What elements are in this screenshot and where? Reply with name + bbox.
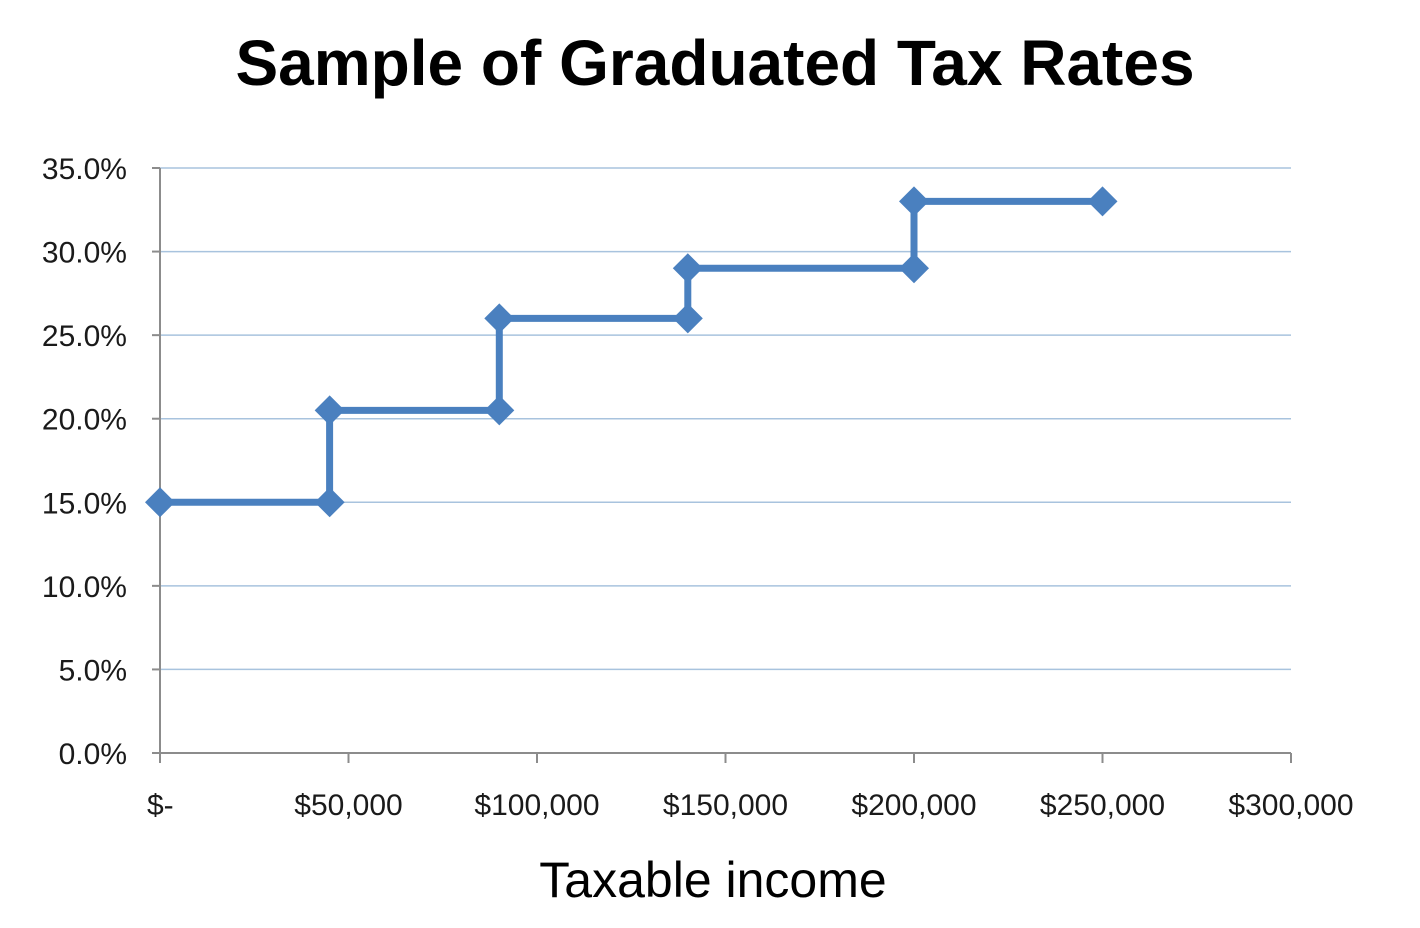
axes — [152, 167, 1292, 763]
x-axis-tick-labels: $- $50,000 $100,000 $150,000 $200,000 $250,00… — [147, 789, 1354, 822]
data-point-marker — [899, 253, 929, 284]
data-point-marker — [899, 186, 929, 217]
x-tick-label: $250,000 — [1040, 789, 1165, 822]
x-tick-label: $150,000 — [663, 789, 788, 822]
y-axis-tick-labels: 0.0% 5.0% 10.0% 15.0% 20.0% 25.0% 30.0% 35.0% — [42, 153, 127, 771]
y-tick-label: 25.0% — [42, 320, 127, 353]
x-tick-label: $300,000 — [1228, 789, 1353, 822]
x-tick-label: $50,000 — [294, 789, 402, 822]
y-tick-label: 20.0% — [42, 404, 127, 437]
data-point-marker — [484, 303, 515, 334]
chart-title: Sample of Graduated Tax Rates — [235, 27, 1194, 99]
series-line — [160, 197, 1103, 506]
y-tick-label: 0.0% — [59, 738, 127, 771]
series-layer — [145, 186, 1118, 518]
y-tick-label: 5.0% — [59, 654, 127, 687]
data-point-marker — [672, 303, 703, 334]
data-point-marker — [314, 487, 345, 518]
data-point-marker — [1087, 186, 1118, 217]
y-tick-label: 10.0% — [42, 571, 127, 604]
data-point-marker — [672, 253, 703, 284]
x-tick-label: $- — [147, 789, 174, 822]
y-tick-label: 15.0% — [42, 487, 127, 520]
gridlines — [160, 167, 1291, 671]
y-tick-label: 30.0% — [42, 237, 127, 270]
x-axis-title: Taxable income — [539, 852, 886, 908]
data-point-marker — [484, 395, 515, 426]
data-point-marker — [314, 395, 345, 426]
y-tick-label: 35.0% — [42, 153, 127, 186]
data-point-marker — [145, 487, 175, 518]
x-tick-label: $200,000 — [851, 789, 976, 822]
x-tick-label: $100,000 — [474, 789, 599, 822]
